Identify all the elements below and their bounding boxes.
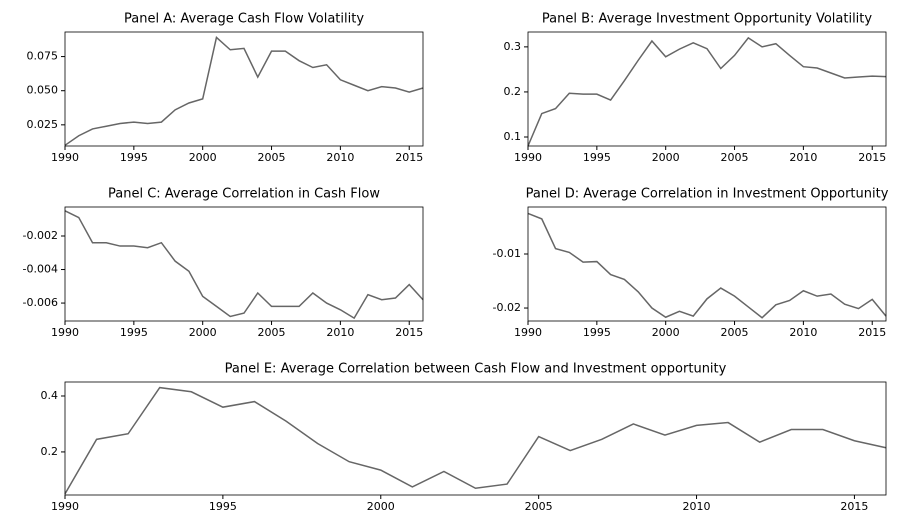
x-tick-label: 2005 <box>721 151 749 164</box>
y-tick-label: 0.3 <box>504 40 522 53</box>
x-tick-label: 2015 <box>395 326 423 339</box>
y-tick-label: -0.01 <box>493 247 521 260</box>
x-tick-label: 2005 <box>258 326 286 339</box>
panel-title: Panel A: Average Cash Flow Volatility <box>124 12 364 27</box>
x-tick-label: 2000 <box>367 500 395 513</box>
x-tick-label: 2010 <box>683 500 711 513</box>
y-tick-label: -0.006 <box>23 296 58 309</box>
y-tick-label: 0.2 <box>504 85 522 98</box>
x-tick-label: 2005 <box>258 151 286 164</box>
y-tick-label: 0.075 <box>27 50 59 63</box>
y-tick-label: 0.1 <box>504 130 522 143</box>
x-tick-label: 2010 <box>789 151 817 164</box>
x-tick-label: 1990 <box>51 500 79 513</box>
x-tick-label: 2010 <box>789 326 817 339</box>
data-line <box>527 36 887 147</box>
panel-title: Panel E: Average Correlation between Cas… <box>225 362 727 377</box>
x-tick-label: 1990 <box>51 326 79 339</box>
x-tick-label: 1990 <box>514 326 542 339</box>
x-tick-label: 2010 <box>326 151 354 164</box>
y-tick-label: 0.025 <box>27 118 59 131</box>
x-tick-label: 2000 <box>189 151 217 164</box>
data-line <box>64 36 424 146</box>
x-tick-label: 2005 <box>721 326 749 339</box>
x-tick-label: 1995 <box>583 326 611 339</box>
x-tick-label: 2000 <box>652 326 680 339</box>
x-tick-label: 1995 <box>120 151 148 164</box>
axes-frame <box>527 206 887 322</box>
y-tick-label: -0.02 <box>493 301 521 314</box>
x-tick-label: 2010 <box>326 326 354 339</box>
x-tick-label: 2015 <box>858 151 886 164</box>
y-tick-label: -0.004 <box>23 263 58 276</box>
x-tick-label: 2015 <box>395 151 423 164</box>
x-tick-label: 1995 <box>209 500 237 513</box>
x-tick-label: 1990 <box>514 151 542 164</box>
x-tick-label: 2000 <box>652 151 680 164</box>
x-tick-label: 1995 <box>583 151 611 164</box>
y-tick-label: 0.2 <box>41 445 59 458</box>
y-tick-label: 0.050 <box>27 84 59 97</box>
data-line <box>64 210 424 320</box>
x-tick-label: 2015 <box>858 326 886 339</box>
x-tick-label: 2000 <box>189 326 217 339</box>
panel-title: Panel D: Average Correlation in Investme… <box>526 187 889 202</box>
x-tick-label: 2005 <box>525 500 553 513</box>
axes-frame <box>64 31 424 147</box>
data-line <box>527 212 887 319</box>
axes-frame <box>64 206 424 322</box>
axes-frame <box>64 381 887 496</box>
data-line <box>64 386 887 495</box>
x-tick-label: 1995 <box>120 326 148 339</box>
x-tick-label: 2015 <box>840 500 868 513</box>
x-tick-label: 1990 <box>51 151 79 164</box>
panel-title: Panel C: Average Correlation in Cash Flo… <box>108 187 380 202</box>
axes-frame <box>527 31 887 147</box>
y-tick-label: -0.002 <box>23 229 58 242</box>
y-tick-label: 0.4 <box>41 389 59 402</box>
panel-title: Panel B: Average Investment Opportunity … <box>542 12 873 27</box>
